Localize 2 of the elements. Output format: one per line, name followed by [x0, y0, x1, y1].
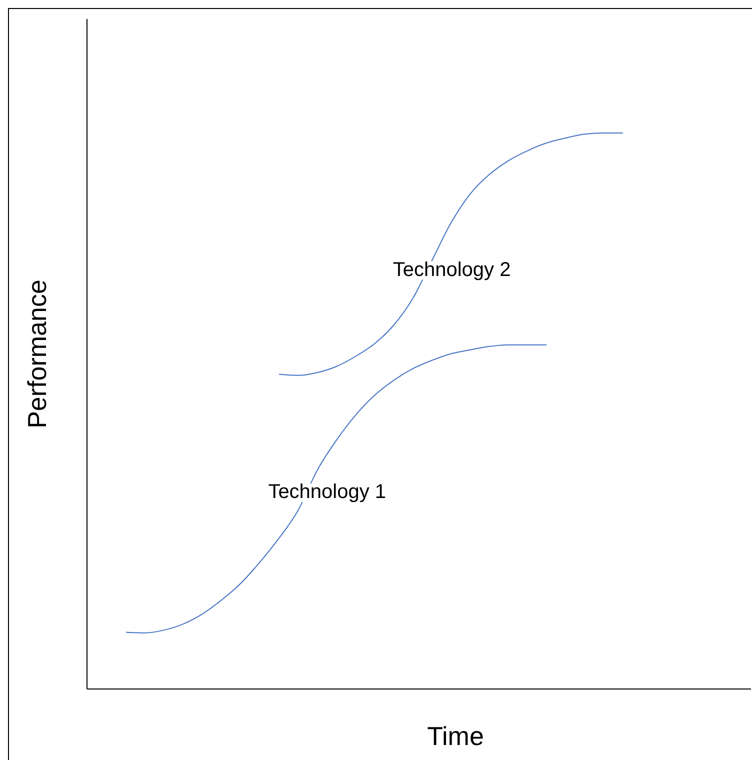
y-axis-title: Performance: [22, 280, 52, 428]
x-axis-title: Time: [426, 721, 485, 751]
